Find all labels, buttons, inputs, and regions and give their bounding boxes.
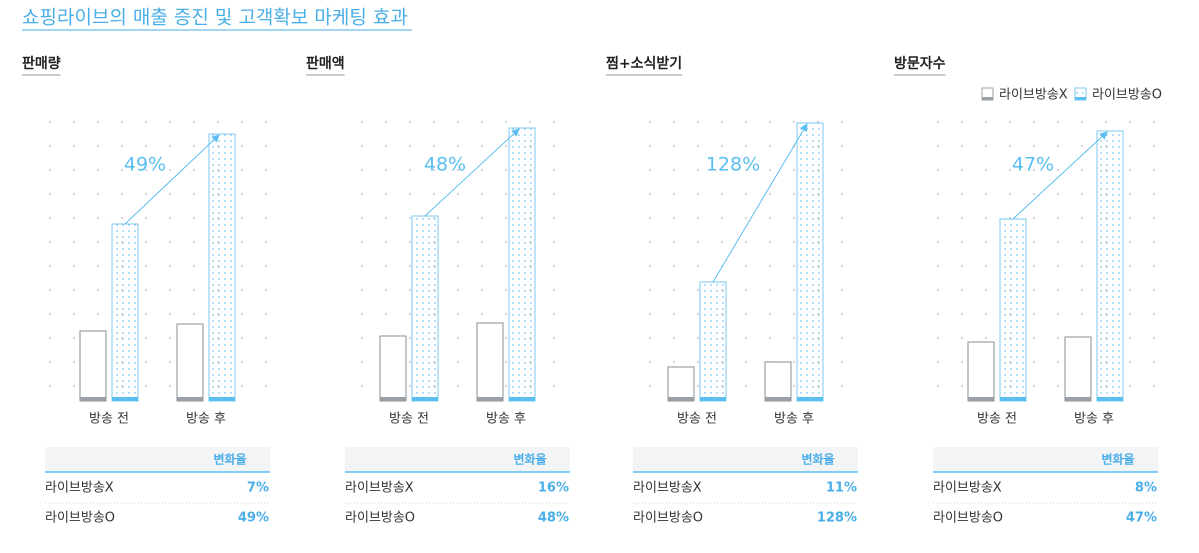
table-row-label: 라이브방송O: [345, 511, 415, 526]
bar-base: [209, 397, 235, 401]
bar: [1096, 130, 1124, 402]
table-value: 128%: [817, 511, 857, 526]
x-tick-label: 방송 전: [389, 412, 429, 427]
bar-base: [80, 397, 106, 401]
table-row-label: 라이브방송X: [633, 481, 702, 496]
x-tick-label: 방송 전: [677, 412, 717, 427]
bar-base: [112, 397, 138, 401]
bar: [967, 341, 995, 402]
page-title: 쇼핑라이브의 매출 증진 및 고객확보 마케팅 효과: [22, 7, 408, 29]
change-annotation: 128%: [706, 154, 760, 176]
bar: [796, 122, 824, 402]
table-row-label: 라이브방송X: [345, 481, 414, 496]
bar: [999, 218, 1027, 402]
bar: [176, 323, 204, 402]
table-value: 11%: [826, 481, 857, 496]
table-value: 49%: [238, 511, 269, 526]
x-tick-label: 방송 후: [186, 412, 226, 427]
bar: [508, 127, 536, 402]
table-value: 7%: [247, 481, 269, 496]
table-value: 8%: [1135, 481, 1157, 496]
bar-base: [1065, 397, 1091, 401]
table-row-label: 라이브방송X: [45, 481, 114, 496]
bar: [111, 223, 139, 402]
bar: [699, 281, 727, 402]
table-value: 16%: [538, 481, 569, 496]
x-tick-label: 방송 후: [774, 412, 814, 427]
bar-base: [797, 397, 823, 401]
change-arrow: [124, 134, 220, 225]
change-arrow: [424, 128, 520, 217]
change-annotation: 48%: [424, 154, 466, 176]
table-row-label: 라이브방송X: [933, 481, 1002, 496]
change-annotation: 47%: [1012, 154, 1054, 176]
bar-base: [477, 397, 503, 401]
legend-label: 라이브방송O: [1092, 88, 1162, 103]
bar: [79, 330, 107, 402]
table-header-bg: [45, 447, 270, 472]
table-header: 변화율: [513, 452, 546, 467]
table-header-bg: [933, 447, 1158, 472]
bar-base: [968, 397, 994, 401]
bar: [476, 322, 504, 402]
x-tick-label: 방송 전: [89, 412, 129, 427]
table-header: 변화율: [1101, 452, 1134, 467]
x-tick-label: 방송 후: [1074, 412, 1114, 427]
bar: [411, 215, 439, 402]
bar: [1064, 336, 1092, 402]
legend-swatch-base: [1075, 97, 1086, 100]
x-tick-label: 방송 후: [486, 412, 526, 427]
bar-base: [509, 397, 535, 401]
bar-base: [1097, 397, 1123, 401]
bar: [379, 335, 407, 402]
legend: 라이브방송X 라이브방송O: [981, 87, 1162, 103]
legend-label: 라이브방송X: [999, 88, 1068, 103]
table-value: 48%: [538, 511, 569, 526]
chart-title: 판매액: [306, 55, 345, 72]
bar-base: [380, 397, 406, 401]
bar: [667, 366, 695, 402]
bar-base: [1000, 397, 1026, 401]
change-annotation: 49%: [124, 154, 166, 176]
table-row-label: 라이브방송O: [633, 511, 703, 526]
bar-base: [668, 397, 694, 401]
table-row-label: 라이브방송O: [933, 511, 1003, 526]
legend-swatch-base: [982, 97, 993, 100]
bar-base: [700, 397, 726, 401]
chart-title: 찜+소식받기: [606, 55, 682, 72]
bar-base: [412, 397, 438, 401]
table-header: 변화율: [801, 452, 834, 467]
change-arrow: [1012, 131, 1108, 220]
bar: [764, 361, 792, 402]
bar-base: [765, 397, 791, 401]
table-row-label: 라이브방송O: [45, 511, 115, 526]
x-tick-label: 방송 전: [977, 412, 1017, 427]
table-header: 변화율: [213, 452, 246, 467]
change-arrow: [712, 123, 808, 283]
chart-title: 판매량: [22, 56, 61, 72]
table-value: 47%: [1126, 511, 1157, 526]
table-header-bg: [345, 447, 570, 472]
bar-base: [177, 397, 203, 401]
table-header-bg: [633, 447, 858, 472]
bar: [208, 133, 236, 402]
chart-title: 방문자수: [894, 55, 946, 72]
